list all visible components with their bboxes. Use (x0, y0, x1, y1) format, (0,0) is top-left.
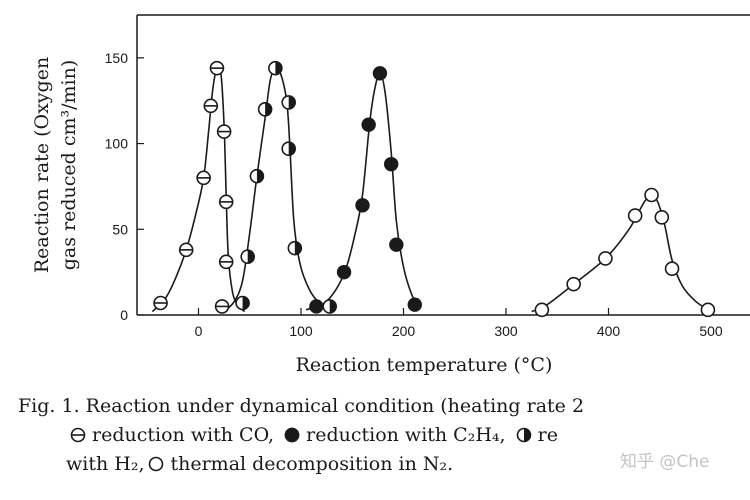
marker-half (288, 95, 296, 109)
data-point (218, 194, 234, 210)
data-point (389, 237, 404, 252)
data-point (235, 295, 250, 311)
x-tick-label: 200 (392, 323, 416, 339)
data-point (372, 66, 388, 81)
data-point (336, 264, 352, 280)
caption-line-2: reduction with CO, reduction with C₂H₄, … (18, 421, 750, 450)
half-filled-circle-icon (516, 427, 532, 443)
x-tick-label: 500 (699, 323, 723, 339)
chart-points (153, 60, 716, 318)
marker-half (265, 102, 272, 116)
caption-line-1: Fig. 1. Reaction under dynamical conditi… (18, 395, 585, 417)
marker-filled (361, 117, 376, 132)
data-point (534, 302, 550, 318)
marker-half (242, 296, 250, 310)
marker-half (288, 142, 296, 156)
marker-ring (566, 276, 581, 292)
series-curve (223, 66, 333, 313)
data-point (361, 117, 376, 132)
data-point (287, 240, 303, 256)
marker-half (294, 241, 302, 255)
data-point (355, 198, 370, 213)
data-point (566, 276, 581, 292)
data-point (700, 302, 716, 318)
marker-filled (384, 156, 399, 172)
data-point (309, 299, 324, 314)
filled-circle-icon (284, 427, 300, 443)
chart-curves (151, 65, 712, 313)
data-point (407, 297, 422, 312)
data-point (209, 60, 225, 76)
data-point (664, 261, 680, 277)
marker-filled (336, 264, 352, 280)
data-point (249, 168, 265, 184)
x-tick-label: 100 (289, 323, 313, 339)
marker-ring (627, 208, 643, 223)
y-axis-title-line1: Reaction rate (Oxygen (31, 57, 53, 273)
data-point (196, 170, 211, 186)
marker-half (247, 250, 255, 264)
data-point (644, 187, 659, 203)
caption-line-3: with H₂, thermal decomposition in N₂. (18, 450, 750, 479)
x-axis-title: Reaction temperature (°C) (296, 354, 553, 376)
marker-ring (654, 209, 670, 225)
data-point (214, 299, 230, 314)
open-circle-icon (148, 456, 164, 472)
legend-n2-label: thermal decomposition in N₂. (170, 453, 454, 475)
marker-filled (355, 198, 370, 213)
marker-ring (700, 302, 716, 318)
x-tick-label: 300 (494, 323, 518, 339)
marker-half (329, 299, 337, 313)
zhihu-watermark: 知乎 @Che (620, 452, 710, 472)
legend-c2h4-label: reduction with C₂H₄, (306, 424, 506, 446)
marker-ring (534, 302, 550, 318)
x-tick-label: 0 (195, 323, 203, 339)
marker-ring (598, 251, 613, 266)
data-point (178, 242, 194, 258)
data-point (627, 208, 643, 223)
chart-tick-labels: 0 100 200 300 400 500 0 50 100 150 (105, 50, 723, 339)
data-point (598, 251, 613, 266)
marker-filled (389, 237, 404, 252)
legend-co-label: reduction with CO, (92, 424, 275, 446)
data-point (654, 209, 670, 225)
series-curve (305, 72, 420, 311)
data-point (268, 60, 283, 76)
y-tick-label: 150 (105, 50, 129, 66)
data-point (281, 95, 297, 110)
marker-ring (664, 261, 680, 277)
data-point (218, 254, 234, 270)
data-point (240, 249, 255, 265)
data-point (322, 299, 338, 314)
y-tick-label: 50 (112, 221, 128, 237)
reaction-rate-chart: 0 100 200 300 400 500 0 50 100 150 Reaction tempe… (31, 14, 750, 376)
series-curve (151, 65, 246, 313)
legend-h2-label-end: with H₂, (66, 453, 145, 475)
y-tick-label: 0 (120, 307, 128, 323)
chart-axes (136, 14, 750, 316)
data-point (203, 98, 219, 114)
marker-filled (407, 297, 422, 312)
data-point (153, 295, 168, 311)
y-tick-label: 100 (105, 136, 129, 152)
legend-h2-label-start: re (537, 424, 558, 446)
marker-half (275, 61, 282, 75)
x-tick-label: 400 (597, 323, 621, 339)
marker-filled (309, 299, 324, 314)
figure-caption: Fig. 1. Reaction under dynamical conditi… (18, 392, 750, 479)
series-curve (531, 194, 712, 313)
marker-ring (644, 187, 659, 203)
data-point (216, 124, 232, 139)
data-point (384, 156, 399, 172)
marker-filled (372, 66, 388, 81)
data-point (257, 101, 273, 117)
data-point (281, 141, 297, 157)
marker-half (256, 169, 264, 183)
y-axis-title-line2: gas reduced cm³/min) (58, 60, 80, 271)
circle-minus-icon (70, 427, 86, 443)
